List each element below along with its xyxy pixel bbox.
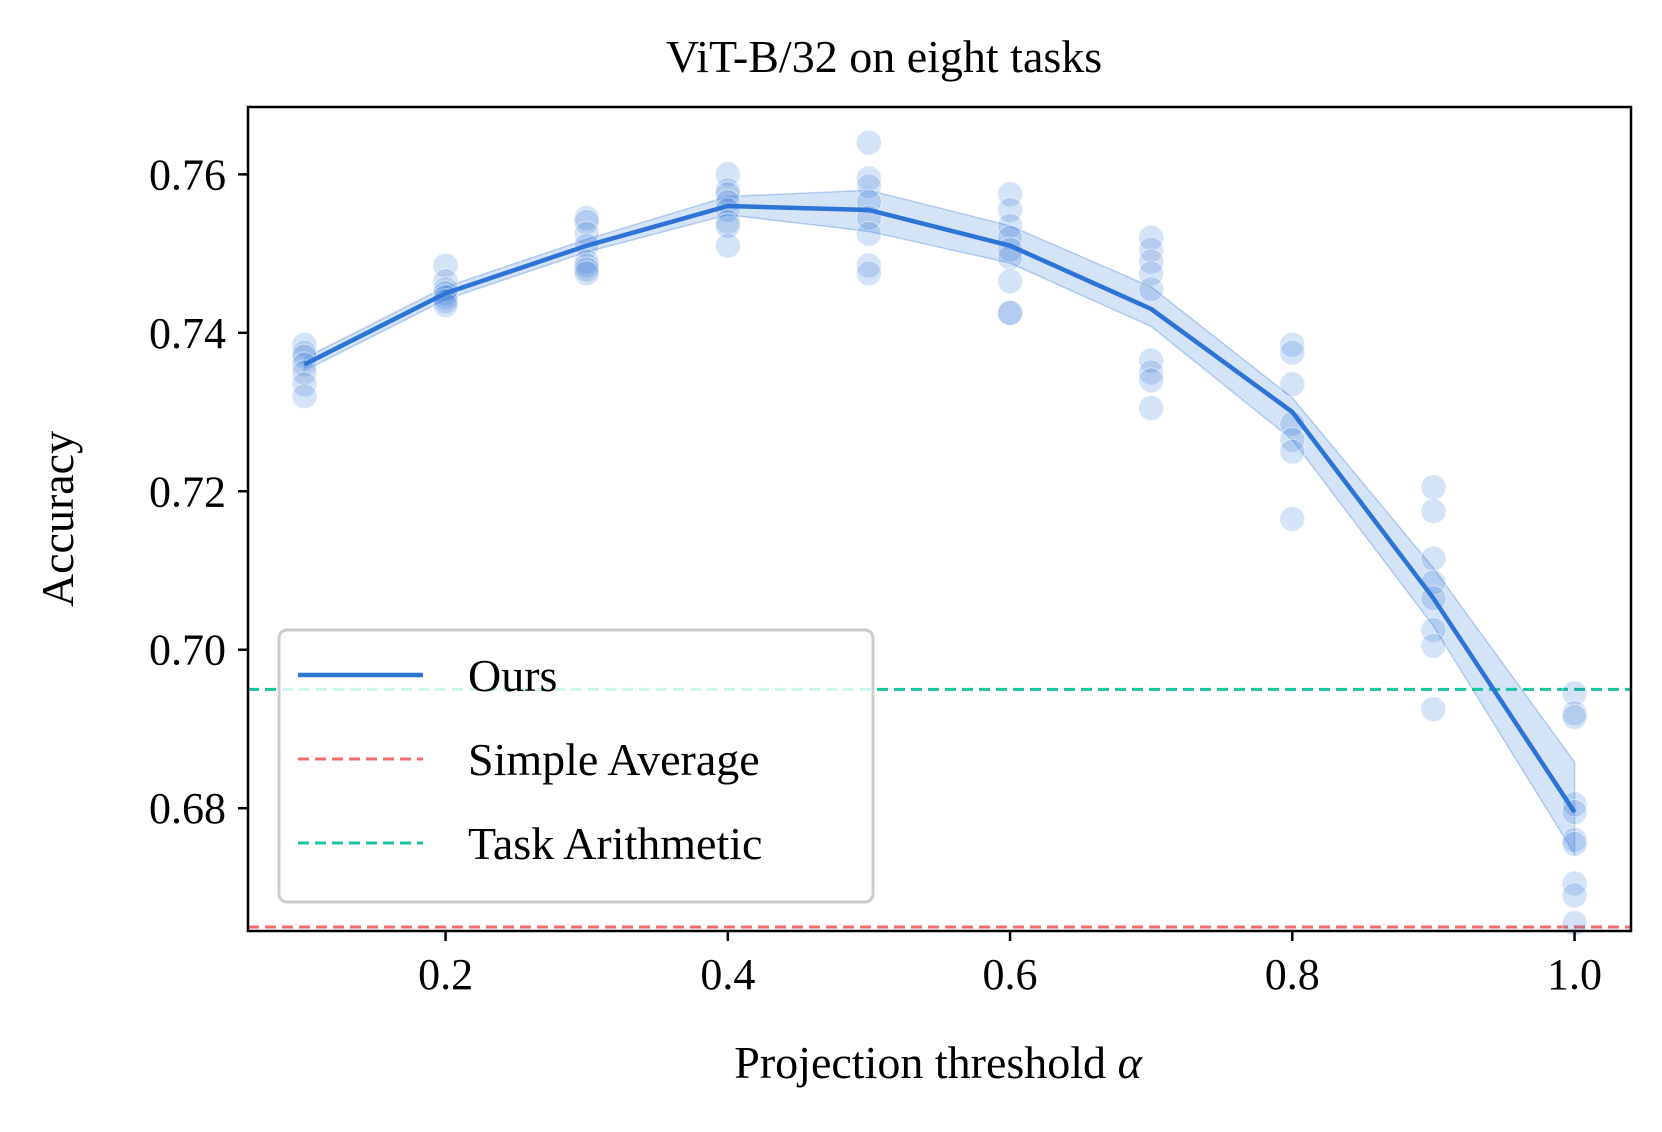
legend-label-ours: Ours [468, 650, 557, 701]
series-line-layer [303, 203, 1577, 814]
x-tick-label: 0.6 [983, 950, 1038, 999]
x-axis-label-text: Projection threshold [734, 1037, 1117, 1088]
scatter-point [714, 161, 741, 188]
confidence-band-layer [303, 189, 1576, 857]
scatter-point [714, 232, 741, 259]
scatter-point [1279, 339, 1306, 366]
scatter-point [1279, 506, 1306, 532]
scatter-point [1420, 632, 1447, 659]
scatter-point [1420, 474, 1447, 501]
x-tick-label: 0.4 [700, 950, 755, 999]
scatter-point [1561, 680, 1588, 707]
x-tick-label: 1.0 [1547, 950, 1602, 999]
scatter-point [291, 331, 318, 358]
scatter-point [1138, 236, 1165, 263]
scatter-point [1561, 870, 1588, 897]
scatter-point [291, 371, 318, 398]
x-axis-label: Projection threshold α [734, 1037, 1142, 1088]
scatter-point [1561, 826, 1588, 853]
scatter-point [855, 220, 882, 247]
scatter-point [1561, 704, 1588, 731]
scatter-point [1138, 260, 1165, 287]
scatter-point [573, 248, 600, 275]
y-tick-label: 0.68 [149, 784, 226, 833]
scatter-point [855, 165, 882, 192]
scatter-point [291, 359, 318, 386]
x-axis-ticks: 0.2 0.4 0.6 0.8 1.0 [418, 931, 1602, 999]
scatter-point [1420, 545, 1447, 572]
scatter-point [1420, 696, 1447, 723]
scatter-point [1138, 224, 1165, 251]
legend-label-task-arithmetic: Task Arithmetic [468, 818, 762, 869]
y-tick-label: 0.74 [149, 309, 226, 358]
scatter-point [1561, 830, 1588, 857]
chart-title: ViT-B/32 on eight tasks [666, 31, 1102, 82]
scatter-point [714, 212, 741, 239]
scatter-point [1138, 248, 1165, 275]
scatter-points-layer [291, 129, 1588, 937]
x-tick-label: 0.8 [1265, 950, 1320, 999]
scatter-point [1561, 791, 1588, 818]
y-tick-label: 0.70 [149, 626, 226, 675]
scatter-point [1420, 616, 1447, 643]
scatter-point [1138, 395, 1165, 422]
scatter-point [997, 268, 1024, 295]
plot-frame [246, 105, 1633, 933]
scatter-point [1279, 371, 1306, 398]
legend-label-simple-average: Simple Average [468, 734, 760, 785]
legend-box [277, 628, 875, 904]
scatter-point [1420, 498, 1447, 525]
confidence-band [303, 189, 1576, 857]
y-axis-ticks: 0.68 0.70 0.72 0.74 0.76 [149, 150, 248, 833]
y-tick-label: 0.76 [149, 150, 226, 199]
x-axis-label-symbol: α [1118, 1037, 1143, 1088]
scatter-point [573, 204, 600, 231]
scatter-point [432, 252, 459, 279]
scatter-point [714, 177, 741, 204]
scatter-point [997, 181, 1024, 208]
scatter-point [291, 383, 318, 410]
scatter-point [855, 252, 882, 279]
y-axis-label: Accuracy [32, 431, 83, 607]
scatter-point [997, 212, 1024, 239]
scatter-point [1138, 367, 1165, 394]
scatter-point [855, 173, 882, 200]
y-tick-label: 0.72 [149, 467, 226, 516]
scatter-point [573, 252, 600, 279]
scatter-point [714, 208, 741, 235]
scatter-point [1561, 700, 1588, 727]
scatter-point [997, 197, 1024, 223]
scatter-point [1138, 276, 1165, 303]
scatter-point [1279, 426, 1306, 453]
scatter-point [997, 300, 1024, 326]
scatter-point [855, 260, 882, 287]
scatter-point [855, 129, 882, 156]
scatter-point [1279, 438, 1306, 465]
series-line-ours [303, 203, 1577, 814]
scatter-point [573, 256, 600, 283]
scatter-point [573, 208, 600, 235]
legend: Ours Simple Average Task Arithmetic [277, 628, 875, 904]
scatter-point [573, 260, 600, 287]
scatter-point [1279, 331, 1306, 358]
scatter-point [1138, 347, 1165, 374]
scatter-point [1561, 882, 1588, 909]
x-tick-label: 0.2 [418, 950, 473, 999]
scatter-point [1138, 359, 1165, 386]
